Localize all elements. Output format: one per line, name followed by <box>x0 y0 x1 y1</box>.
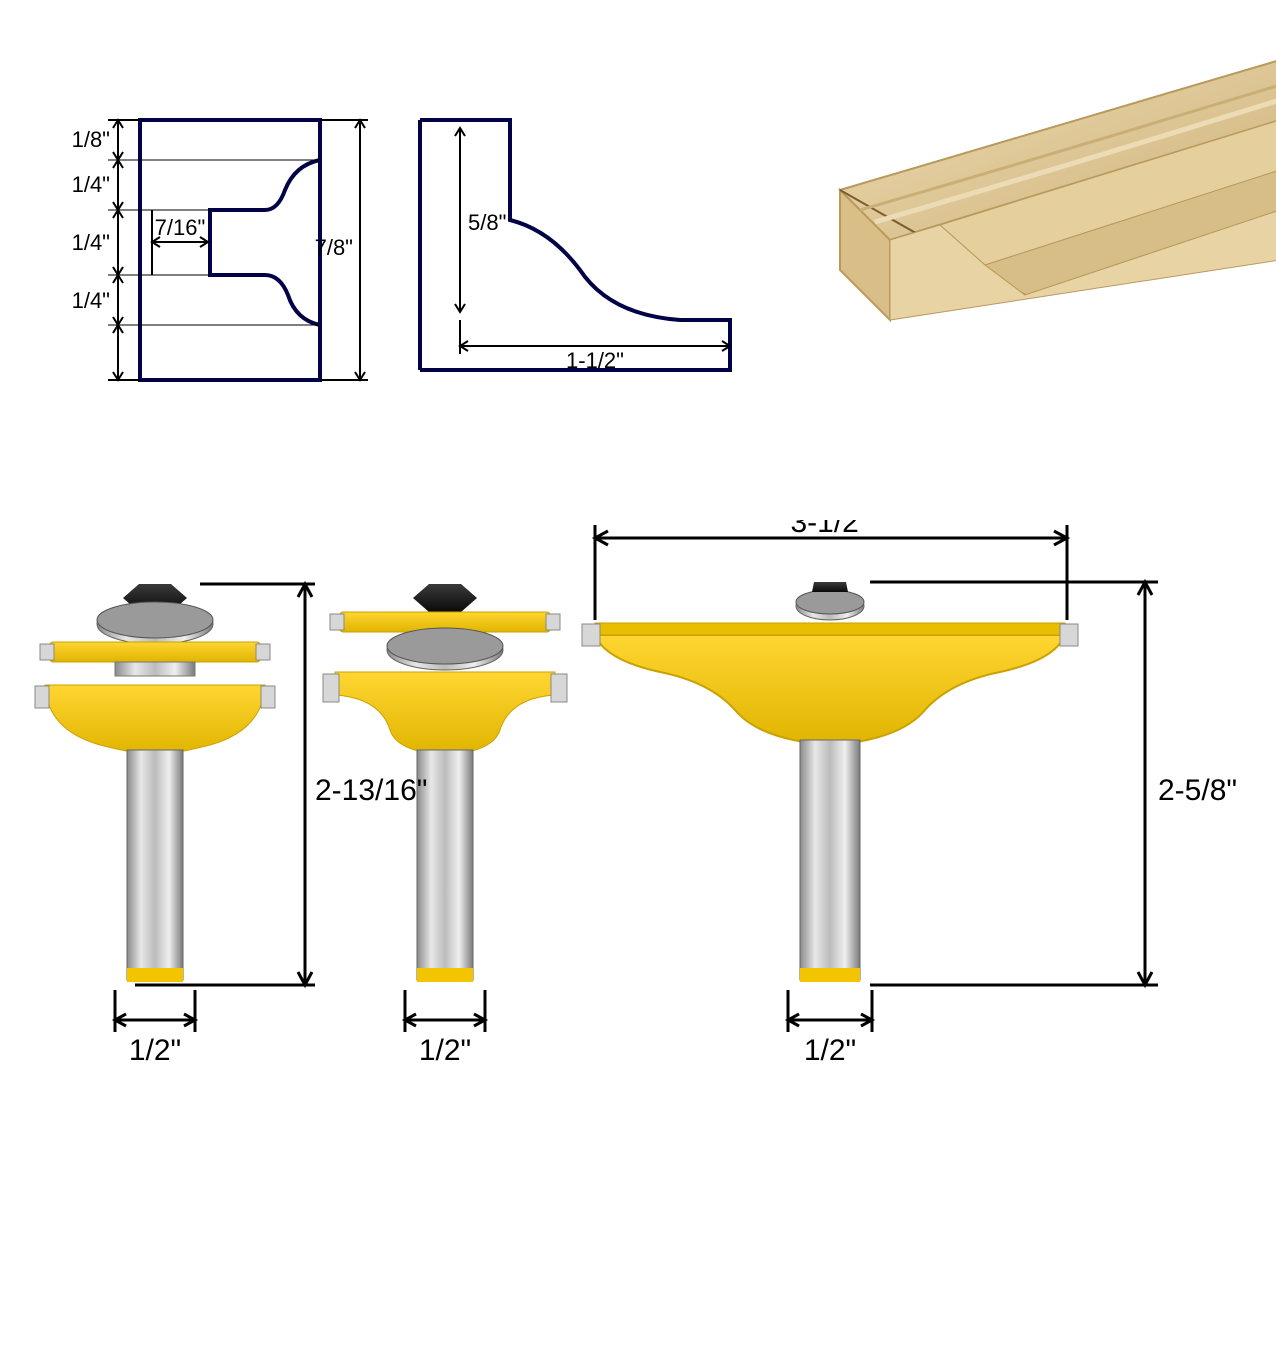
router-bit-3 <box>582 582 1078 982</box>
dim-shank-2-label: 1/2" <box>419 1034 471 1067</box>
dim-shank-3-label: 1/2" <box>804 1034 856 1067</box>
dim-d: 1/4" <box>72 288 110 313</box>
dim-shank-3 <box>788 990 872 1032</box>
profile-diagram-left: 1/8" 1/4" 1/4" 1/4" 7/16" 7/8" <box>60 110 380 410</box>
dim-a: 1/8" <box>72 127 110 152</box>
canvas: 1/8" 1/4" 1/4" 1/4" 7/16" 7/8" 5/8" 1-1/… <box>0 0 1276 1354</box>
dim-large-width-label: 3-1/2" <box>790 520 869 539</box>
dim-left-height-label: 2-13/16" <box>315 774 427 807</box>
router-bit-1 <box>35 584 275 982</box>
dim-groove: 7/16" <box>155 215 206 240</box>
dim-height: 5/8" <box>468 210 506 235</box>
dim-total: 7/8" <box>315 235 353 260</box>
profile-diagram-right: 5/8" 1-1/2" <box>400 110 760 410</box>
dim-shank-1 <box>115 990 195 1032</box>
router-bits-area: 3-1/2" 2-13/16" 2-5/8" 1/2" 1/2" <box>0 520 1276 1270</box>
dim-shank-1-label: 1/2" <box>129 1034 181 1067</box>
dim-c: 1/4" <box>72 230 110 255</box>
dim-width: 1-1/2" <box>566 348 624 373</box>
dim-b: 1/4" <box>72 172 110 197</box>
wood-corner <box>800 60 1276 400</box>
dim-shank-2 <box>405 990 485 1032</box>
dim-right-height-label: 2-5/8" <box>1158 774 1237 807</box>
